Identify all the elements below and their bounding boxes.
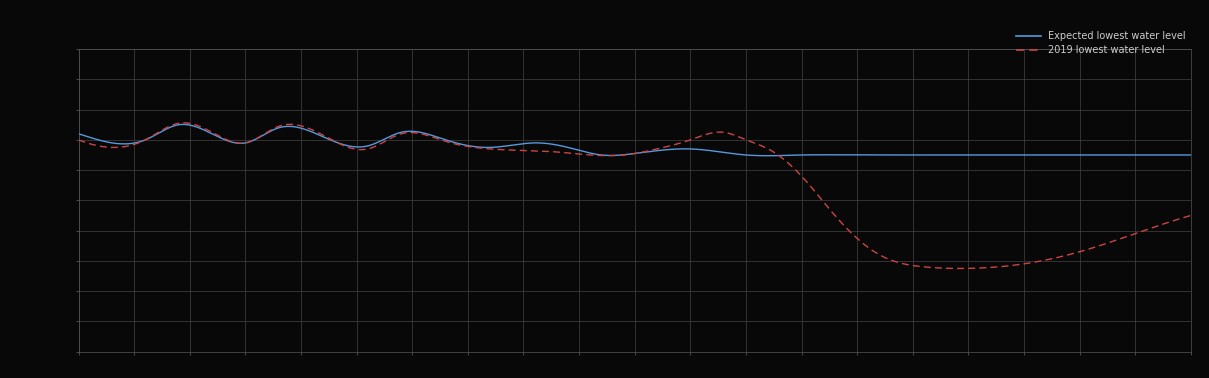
Legend: Expected lowest water level, 2019 lowest water level: Expected lowest water level, 2019 lowest… [1017, 31, 1186, 55]
